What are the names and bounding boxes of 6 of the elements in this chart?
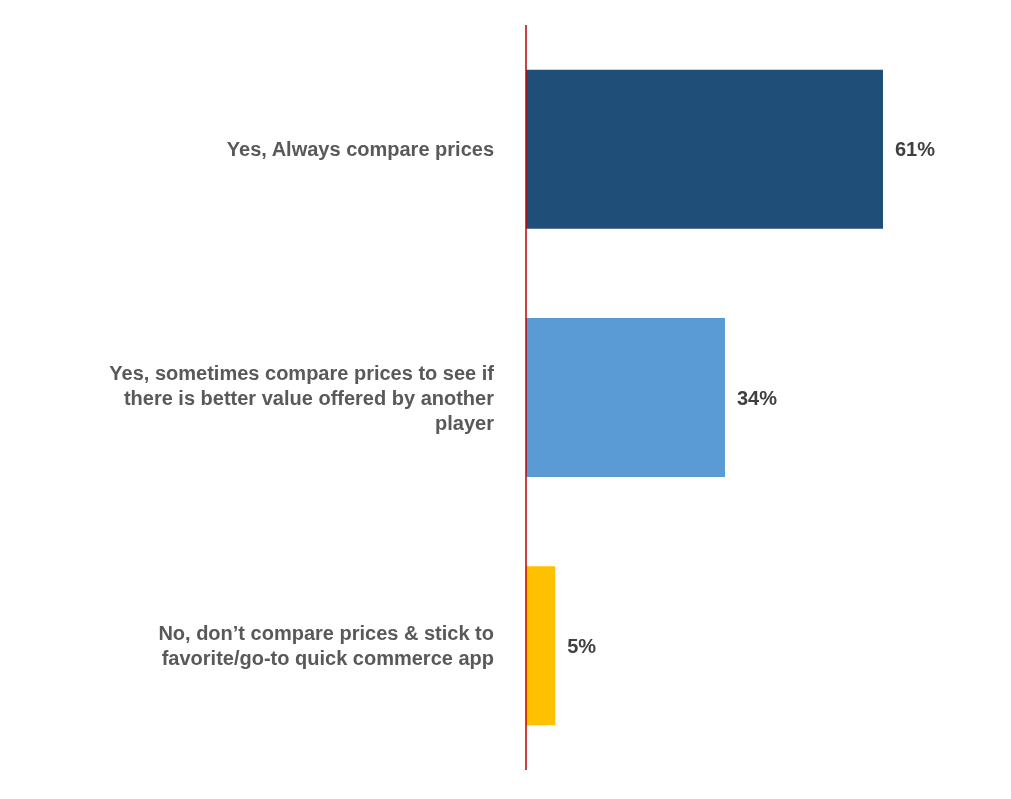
y-tick-label: Yes, Always compare prices [226, 138, 494, 161]
data-label: 5% [567, 634, 597, 657]
y-tick-label: Yes, sometimes compare prices to see if there is better value offered by another player [109, 361, 495, 434]
data-label: 61% [895, 138, 936, 161]
data-label: 34% [736, 386, 778, 409]
y-tick-label: No, don’t compare prices & stick to favorite/go-to quick commerce app [158, 622, 494, 670]
